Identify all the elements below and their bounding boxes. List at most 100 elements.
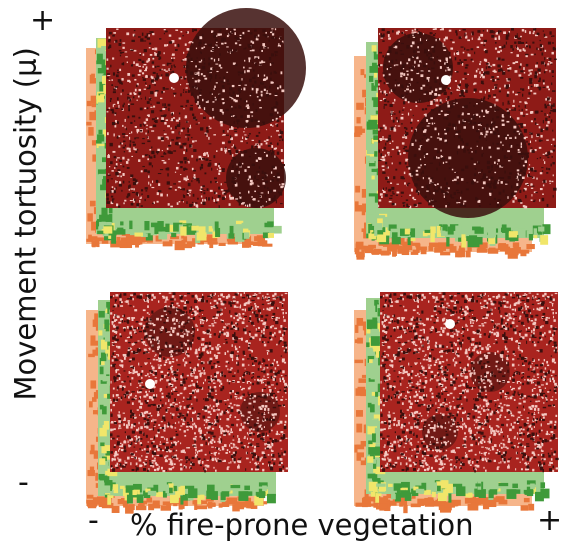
map-speckle — [167, 103, 171, 107]
map-speckle — [218, 164, 220, 168]
map-speckle — [507, 103, 511, 105]
map-speckle — [235, 168, 239, 171]
vegetation-speckle — [272, 225, 282, 234]
map-speckle — [119, 142, 122, 145]
map-speckle — [200, 163, 204, 167]
vegetation-speckle — [160, 505, 171, 511]
map-speckle — [190, 332, 193, 334]
map-speckle — [484, 117, 486, 119]
map-speckle — [141, 370, 144, 373]
map-speckle — [517, 151, 521, 153]
map-speckle — [247, 166, 250, 169]
map-speckle — [443, 137, 446, 140]
map-speckle — [264, 180, 269, 184]
map-speckle — [389, 197, 393, 200]
map-speckle — [552, 174, 554, 177]
map-speckle — [151, 369, 154, 371]
map-speckle — [113, 314, 117, 317]
map-speckle — [111, 121, 116, 126]
map-speckle — [148, 175, 150, 179]
map-speckle — [272, 378, 276, 381]
map-speckle — [185, 75, 187, 79]
map-speckle — [107, 153, 110, 156]
vegetation-speckle — [87, 504, 97, 509]
vegetation-speckle — [374, 226, 378, 236]
map-speckle — [129, 136, 131, 140]
map-speckle — [273, 147, 277, 150]
map-speckle — [524, 160, 528, 164]
map-speckle — [246, 142, 248, 144]
map-speckle — [132, 33, 136, 37]
map-speckle — [483, 48, 487, 51]
map-speckle — [267, 373, 270, 375]
map-speckle — [386, 53, 390, 56]
map-speckle — [238, 346, 241, 348]
map-speckle — [467, 53, 470, 57]
map-speckle — [474, 82, 477, 85]
map-speckle — [501, 58, 505, 61]
map-speckle — [480, 178, 483, 181]
map-speckle — [268, 93, 272, 95]
map-speckle — [252, 76, 256, 79]
vegetation-speckle — [497, 244, 509, 251]
map-speckle — [139, 69, 142, 73]
map-speckle — [494, 179, 498, 184]
fire-map-layer — [106, 8, 306, 209]
map-speckle — [208, 425, 211, 428]
map-speckle — [481, 101, 483, 103]
map-speckle — [490, 164, 493, 169]
map-speckle — [486, 160, 491, 165]
vegetation-speckle — [234, 224, 244, 231]
map-speckle — [269, 302, 272, 305]
map-speckle — [259, 63, 262, 66]
map-speckle — [463, 126, 466, 129]
map-speckle — [214, 292, 216, 296]
map-speckle — [383, 105, 385, 109]
map-speckle — [198, 122, 200, 124]
map-speckle — [239, 396, 243, 400]
map-speckle — [129, 148, 131, 150]
map-speckle — [259, 379, 263, 382]
map-speckle — [229, 151, 232, 155]
map-speckle — [431, 122, 434, 125]
map-speckle — [153, 386, 156, 389]
map-speckle — [390, 113, 393, 116]
map-speckle — [473, 114, 476, 117]
map-speckle — [215, 355, 219, 357]
vegetation-speckle — [538, 226, 545, 232]
map-speckle — [497, 163, 499, 165]
map-speckle — [122, 104, 125, 108]
map-speckle — [383, 82, 385, 85]
map-speckle — [245, 100, 248, 103]
map-speckle — [144, 169, 148, 173]
map-speckle — [552, 108, 556, 113]
map-speckle — [190, 372, 193, 375]
map-speckle — [417, 32, 421, 34]
map-speckle — [207, 162, 211, 166]
map-speckle — [152, 465, 155, 468]
map-speckle — [231, 154, 234, 157]
map-speckle — [455, 171, 458, 174]
map-speckle — [474, 168, 477, 170]
map-speckle — [534, 199, 536, 202]
map-speckle — [134, 198, 136, 202]
map-speckle — [280, 185, 283, 189]
map-speckle — [209, 160, 212, 162]
map-speckle — [187, 354, 190, 358]
map-speckle — [436, 76, 439, 80]
map-speckle — [163, 114, 167, 118]
map-speckle — [479, 63, 481, 66]
map-speckle — [137, 374, 139, 377]
vegetation-speckle — [96, 60, 101, 65]
map-speckle — [213, 354, 216, 357]
map-speckle — [546, 124, 549, 127]
vegetation-speckle — [116, 237, 121, 244]
vegetation-speckle — [420, 249, 427, 255]
map-speckle — [520, 41, 525, 44]
map-speckle — [541, 197, 545, 202]
map-speckle — [178, 180, 181, 183]
vegetation-speckle — [182, 499, 188, 507]
map-speckle — [114, 452, 118, 456]
map-speckle — [171, 365, 174, 368]
vegetation-speckle — [137, 503, 142, 507]
